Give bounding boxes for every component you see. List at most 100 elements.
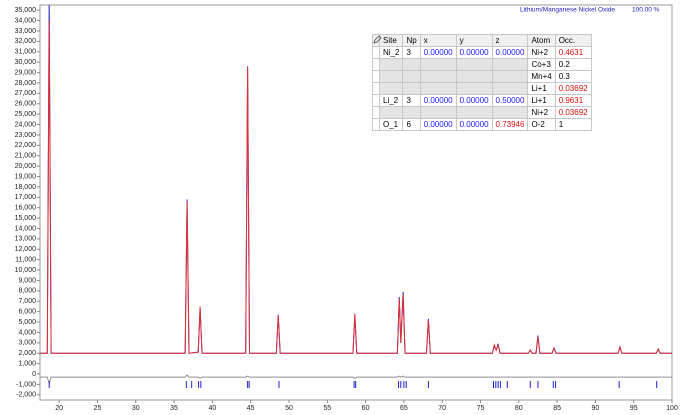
- table-cell: 6: [402, 118, 421, 131]
- table-cell: 0.00000: [455, 46, 493, 59]
- x-tick-label: 45: [247, 405, 255, 412]
- x-tick-label: 65: [400, 405, 408, 412]
- phase-fraction: 100.00 %: [632, 7, 660, 14]
- y-tick-label: 28,000: [15, 80, 37, 87]
- table-cell: [378, 82, 404, 95]
- column-header: y: [455, 34, 493, 47]
- column-header: Site: [378, 34, 404, 47]
- x-tick-label: 100: [666, 405, 678, 412]
- y-tick-label: 14,000: [15, 225, 37, 232]
- table-row: Ni_2 3 0.00000 0.00000 0.00000 Ni+2 0.4631: [372, 34, 592, 59]
- table-cell: 0.3: [554, 70, 592, 83]
- y-tick-label: 15,000: [15, 215, 37, 222]
- y-tick-label: 32,000: [15, 38, 37, 45]
- y-tick-label: 9,000: [18, 277, 36, 284]
- table-cell: 0.03692: [554, 106, 592, 119]
- table-row: Co+3 0.2: [372, 58, 592, 71]
- y-tick-label: 35,000: [15, 7, 37, 14]
- y-tick-label: 3,000: [18, 340, 36, 347]
- icon-cell: [372, 58, 380, 71]
- x-tick-label: 30: [132, 405, 140, 412]
- pencil-icon[interactable]: [372, 34, 382, 44]
- x-tick-label: 95: [630, 405, 638, 412]
- table-cell: 0.73946: [491, 118, 529, 131]
- table-cell: 0.50000: [491, 94, 529, 107]
- x-tick-label: 40: [208, 405, 216, 412]
- table-cell: 1: [554, 118, 592, 131]
- table-row: Ni+2 0.03692: [372, 106, 592, 119]
- y-tick-label: 16,000: [15, 205, 37, 212]
- table-cell: Co+3: [527, 58, 556, 71]
- y-tick-label: 34,000: [15, 17, 37, 24]
- x-tick-label: 35: [170, 405, 178, 412]
- y-tick-label: 31,000: [15, 49, 37, 56]
- phase-name: Lithium/Manganese Nickel Oxide: [520, 7, 615, 14]
- table-cell: Ni_2: [378, 46, 404, 59]
- profile-line: [40, 374, 672, 386]
- plot: [40, 5, 672, 388]
- y-tick-label: 33,000: [15, 28, 37, 35]
- table-cell: 0.00000: [419, 94, 457, 107]
- table-cell: 0.9631: [554, 94, 592, 107]
- y-tick-label: 24,000: [15, 121, 37, 128]
- y-tick-label: 6,000: [18, 308, 36, 315]
- table-cell: Li+1: [527, 94, 556, 107]
- y-tick-label: 5,000: [18, 319, 36, 326]
- table-cell: 0.00000: [419, 46, 457, 59]
- x-tick-label: 55: [323, 405, 331, 412]
- x-tick-label: 60: [362, 405, 370, 412]
- x-tick-label: 75: [477, 405, 485, 412]
- y-tick-label: 22,000: [15, 142, 37, 149]
- x-tick-label: 20: [55, 405, 63, 412]
- table-cell: Mn+4: [527, 70, 556, 83]
- table-cell: [491, 58, 529, 71]
- x-tick-label: 85: [553, 405, 561, 412]
- y-tick-label: 1,000: [18, 360, 36, 367]
- table-cell: [455, 82, 493, 95]
- column-header: x: [419, 34, 457, 47]
- profile-line: [40, 20, 672, 354]
- y-tick-label: 27,000: [15, 90, 37, 97]
- table-cell: 0.00000: [455, 94, 493, 107]
- y-tick-label: 11,000: [15, 257, 36, 264]
- column-header: z: [491, 34, 529, 47]
- icon-cell: [372, 70, 380, 83]
- y-tick-label: 30,000: [15, 59, 37, 66]
- y-tick-label: 18,000: [15, 184, 37, 191]
- y-tick-label: 20,000: [15, 163, 37, 170]
- column-header: Occ.: [554, 34, 592, 47]
- y-tick-label: 0: [32, 371, 36, 378]
- table-cell: [491, 82, 529, 95]
- table-cell: O_1: [378, 118, 404, 131]
- table-cell: Li_2: [378, 94, 404, 107]
- y-tick-label: 8,000: [18, 288, 36, 295]
- y-tick-label: 25,000: [15, 111, 37, 118]
- x-tick-label: 70: [438, 405, 446, 412]
- table-cell: 0.00000: [419, 118, 457, 131]
- x-tick-label: 50: [285, 405, 293, 412]
- table-cell: 0.00000: [491, 46, 529, 59]
- table-cell: [491, 106, 529, 119]
- y-tick-label: 23,000: [15, 132, 37, 139]
- x-tick-label: 90: [591, 405, 599, 412]
- table-row: Li+1 0.03692: [372, 82, 592, 95]
- table-cell: 3: [402, 94, 421, 107]
- table-cell: 3: [402, 46, 421, 59]
- table-cell: [455, 58, 493, 71]
- table-cell: [402, 70, 421, 83]
- column-header: Np: [402, 34, 421, 47]
- table-cell: 0.2: [554, 58, 592, 71]
- x-tick-label: 25: [94, 405, 102, 412]
- y-tick-label: 19,000: [15, 173, 37, 180]
- y-tick-label: 17,000: [15, 194, 37, 201]
- table-row: Mn+4 0.3: [372, 70, 592, 83]
- table-row: Li_2 3 0.00000 0.00000 0.50000 Li+1 0.9631: [372, 94, 592, 107]
- y-tick-label: 10,000: [15, 267, 37, 274]
- y-tick-label: -1,000: [16, 381, 36, 388]
- table-header: Site Np x y z Atom Occ.: [372, 34, 592, 47]
- y-tick-label: 13,000: [15, 236, 37, 243]
- table-cell: [419, 70, 457, 83]
- y-tick-label: 21,000: [15, 153, 37, 160]
- y-tick-label: 7,000: [18, 298, 36, 305]
